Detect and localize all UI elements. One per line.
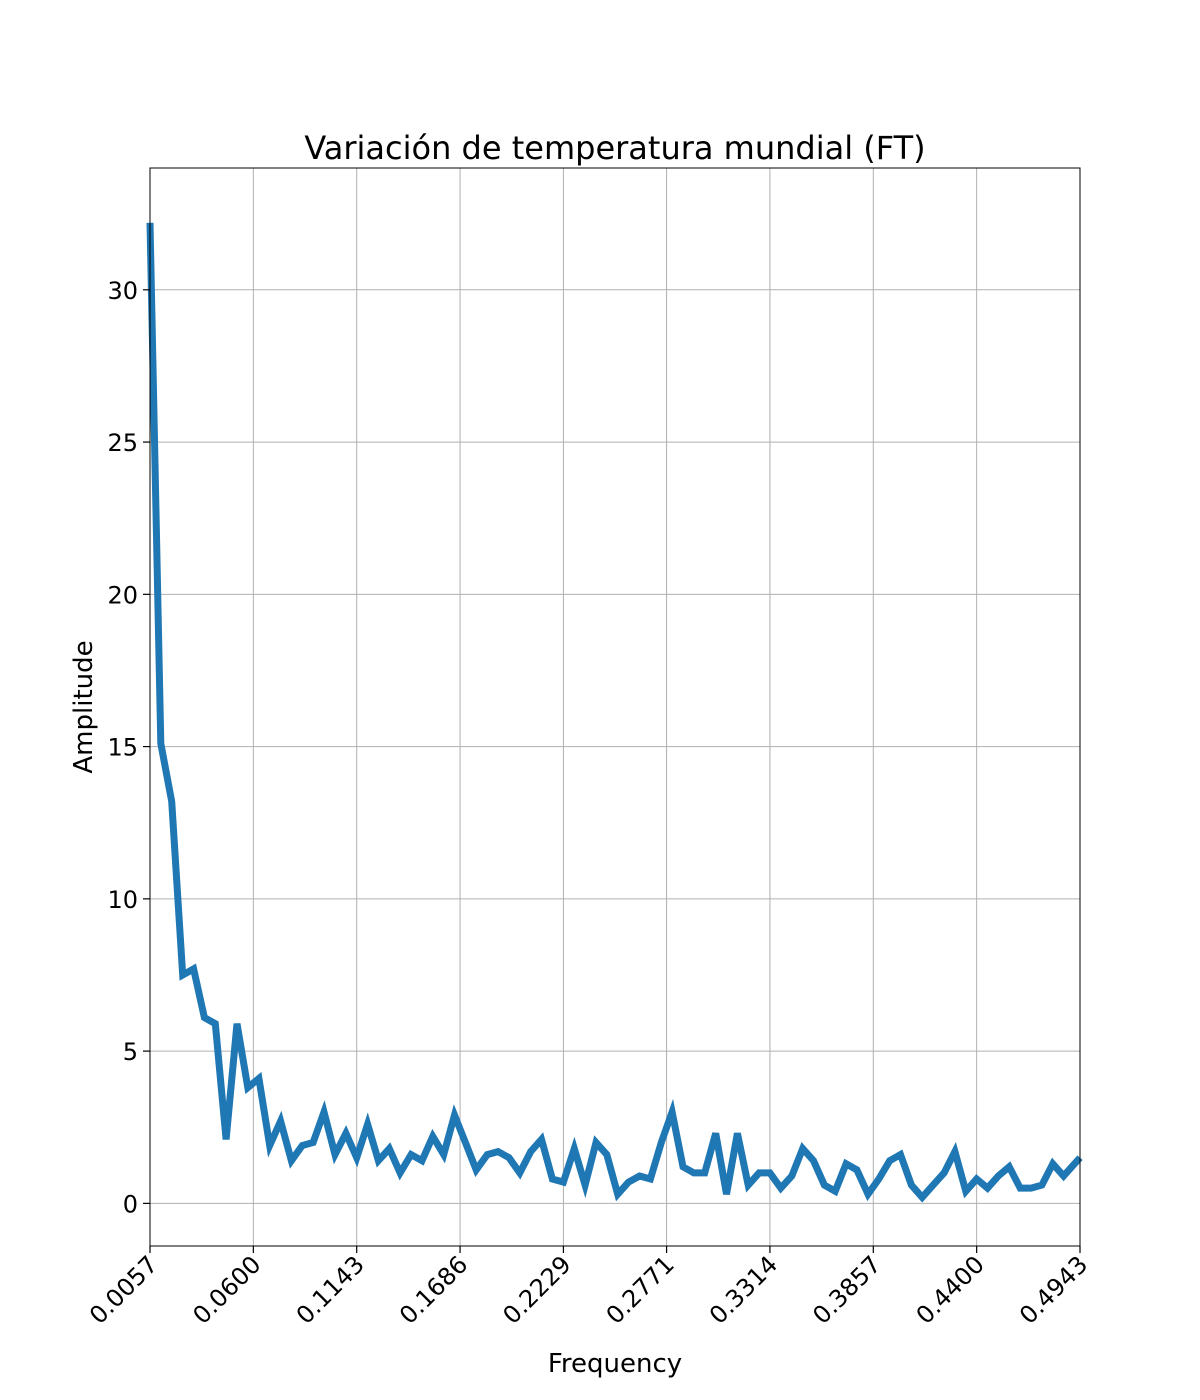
- x-tick-label: 0.2771: [601, 1250, 680, 1329]
- x-tick-label: 0.1686: [394, 1250, 473, 1329]
- series-layer: [146, 222, 1083, 1203]
- x-tick-label: 0.2229: [497, 1250, 576, 1329]
- y-tick-label: 15: [107, 734, 138, 762]
- chart-title: Variación de temperatura mundial (FT): [304, 129, 925, 167]
- x-axis-title: Frequency: [548, 1349, 682, 1379]
- x-tick-label: 0.3857: [807, 1250, 886, 1329]
- plot-frame: [149, 167, 1081, 1247]
- y-tick-label: 20: [107, 581, 138, 609]
- y-axis-ticks: 0 5 10 15 20 25 30: [107, 277, 150, 1218]
- y-tick-label: 25: [107, 429, 138, 457]
- y-axis-title: Amplitude: [69, 640, 99, 773]
- grid: [149, 168, 1081, 1246]
- x-tick-label: 0.0600: [187, 1250, 266, 1329]
- x-tick-label: 0.1143: [291, 1250, 370, 1329]
- series-line: [146, 222, 1083, 1203]
- y-tick-label: 0: [123, 1190, 138, 1218]
- x-tick-label: 0.4943: [1014, 1250, 1093, 1329]
- x-tick-label: 0.0057: [84, 1250, 163, 1329]
- y-tick-label: 10: [107, 886, 138, 914]
- y-tick-label: 30: [107, 277, 138, 305]
- y-tick-label: 5: [123, 1038, 138, 1066]
- x-axis-ticks: 0.0057 0.0600 0.1143 0.1686 0.2229 0.2771 0.33…: [84, 1246, 1093, 1330]
- x-tick-label: 0.4400: [911, 1250, 990, 1329]
- x-tick-label: 0.3314: [704, 1250, 783, 1329]
